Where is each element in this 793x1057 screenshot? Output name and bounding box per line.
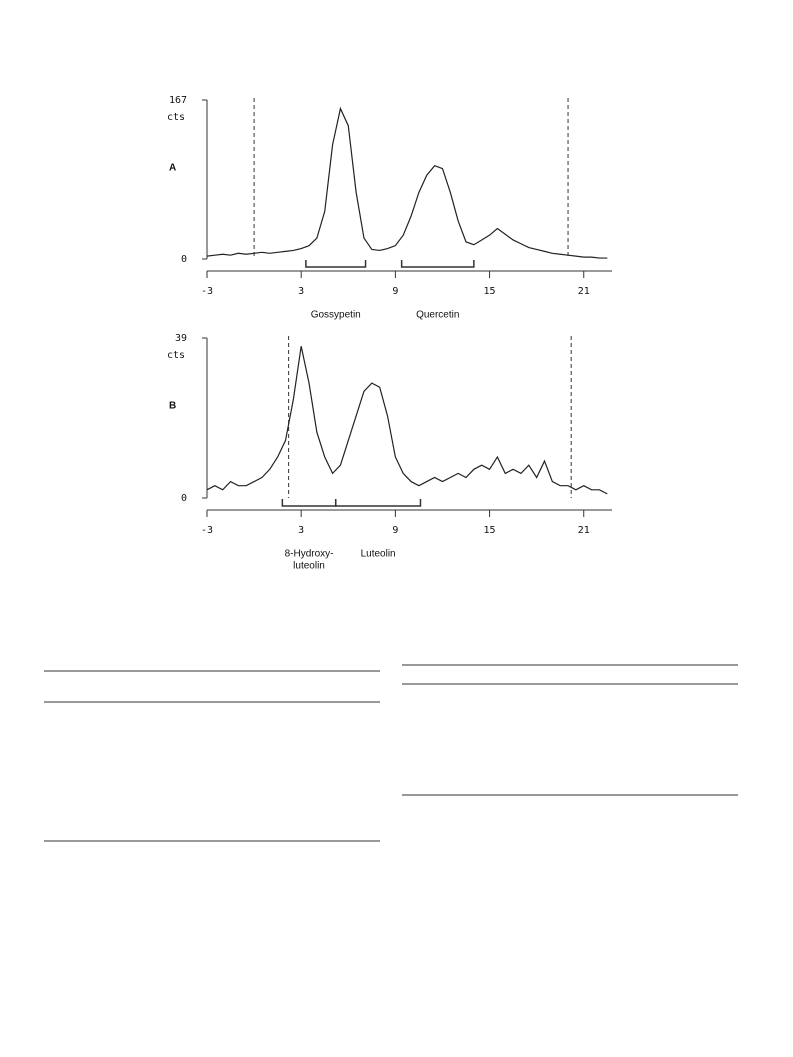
region-bracket — [305, 260, 367, 268]
region-label: Gossypetin — [311, 310, 361, 321]
x-tick-label: 15 — [484, 286, 496, 297]
y-tick-label: 167 — [169, 95, 187, 106]
x-tick-label: -3 — [201, 286, 213, 297]
y-unit: cts — [167, 112, 185, 123]
y-unit: cts — [167, 350, 185, 361]
region-bracket — [400, 260, 475, 268]
trace — [206, 106, 608, 259]
x-tick-label: 9 — [392, 286, 398, 297]
x-tick-label: -3 — [201, 525, 213, 536]
x-tick-label: 3 — [298, 525, 304, 536]
x-tick-label: 9 — [392, 525, 398, 536]
region-bracket — [281, 499, 337, 507]
region-bracket — [334, 499, 422, 507]
x-tick-label: 3 — [298, 286, 304, 297]
region-label: luteolin — [293, 561, 325, 572]
trace — [206, 346, 608, 495]
x-tick-label: 15 — [484, 525, 496, 536]
panel-label: B — [169, 401, 176, 412]
x-tick-label: 21 — [578, 525, 590, 536]
panel-label: A — [169, 163, 176, 174]
tables — [44, 664, 738, 842]
x-tick-label: 21 — [578, 286, 590, 297]
region-label: Quercetin — [416, 310, 459, 321]
chart: 0 167 cts A Gossypetin Quercetin -3 3 9 15 21 — [167, 95, 612, 321]
region-label: 8-Hydroxy- — [285, 549, 334, 560]
y-tick-label: 0 — [181, 254, 187, 265]
region-label: Luteolin — [361, 549, 396, 560]
y-tick-label: 39 — [175, 333, 187, 344]
y-tick-label: 0 — [181, 493, 187, 504]
